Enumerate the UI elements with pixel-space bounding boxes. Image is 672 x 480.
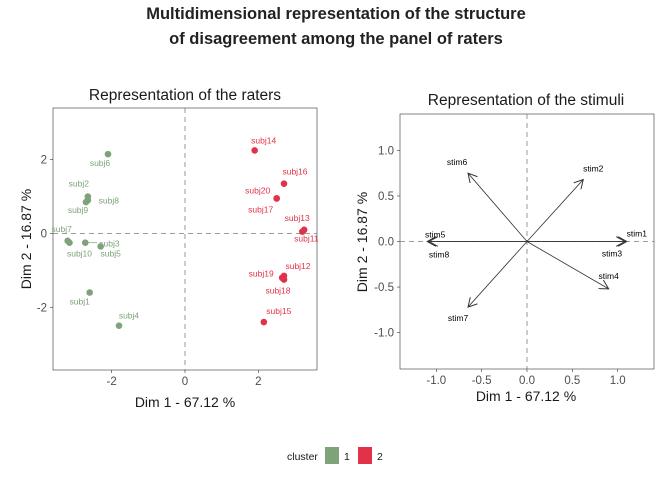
rater-label-subj6: subj6 [90, 158, 111, 168]
rater-label-subj14: subj14 [251, 135, 276, 145]
rater-point-subj13 [300, 226, 308, 234]
figure-title-line-2: of disagreement among the panel of rater… [169, 30, 503, 48]
rater-label-subj9: subj9 [68, 205, 89, 215]
raters-panel: Representation of the raters -2 0 2 -2 0 2 su… [18, 87, 319, 410]
stimuli-x-axis-title: Dim 1 - 67.12 % [476, 388, 576, 404]
stimulus-arrow-stim6 [468, 173, 528, 242]
rater-point-subj20 [273, 195, 280, 202]
stimuli-panel-title: Representation of the stimuli [428, 92, 624, 109]
raters-y-axis-title: Dim 2 - 16.87 % [18, 189, 34, 289]
rater-point-subj3 [81, 239, 89, 246]
raters-axes: -2 0 2 -2 0 2 [37, 108, 317, 388]
stimulus-label-stim4: stim4 [598, 271, 619, 281]
raters-points: subj1 subj2 subj3 subj4 subj5 subj6 subj7 subj8… [52, 135, 319, 330]
rater-label-subj19: subj19 [249, 269, 274, 279]
raters-x-tick-label: 0 [182, 376, 188, 388]
stimulus-label-stim6: stim6 [447, 157, 468, 167]
stimuli-y-axis-title: Dim 2 - 16.87 % [354, 192, 370, 292]
stimuli-y-tick-label: 1.0 [378, 145, 394, 157]
rater-point-subj16 [280, 180, 288, 187]
rater-point-subj10 [66, 239, 73, 246]
raters-x-tick-label: 2 [255, 376, 261, 388]
rater-label-subj16: subj16 [282, 167, 307, 177]
stimulus-arrow-stim7 [468, 241, 528, 308]
stimulus-label-stim7: stim7 [448, 313, 469, 323]
rater-label-subj17: subj17 [248, 204, 273, 214]
legend-swatch-1 [325, 447, 339, 464]
figure-title-line-1: Multidimensional representation of the s… [146, 5, 526, 23]
legend: cluster 1 2 [287, 447, 383, 464]
rater-label-subj18: subj18 [265, 286, 290, 296]
raters-y-tick-label: -2 [37, 302, 47, 314]
stimuli-y-tick-label: 0.0 [378, 237, 394, 249]
rater-point-subj5 [97, 243, 104, 250]
stimulus-label-stim5: stim5 [425, 230, 446, 240]
rater-label-subj10: subj10 [67, 249, 92, 259]
raters-x-tick-label: -2 [107, 376, 117, 388]
figure-title: Multidimensional representation of the s… [0, 2, 672, 52]
rater-label-subj11: subj11 [294, 234, 319, 244]
rater-label-subj3: subj3 [99, 239, 120, 249]
rater-label-subj1: subj1 [70, 297, 91, 307]
rater-point-subj6 [104, 150, 112, 158]
stimuli-y-tick-label: -0.5 [374, 282, 394, 294]
stimuli-panel: Representation of the stimuli -1.0 -0.5 0.… [354, 92, 655, 404]
rater-point-subj19 [278, 274, 286, 282]
rater-label-subj20: subj20 [245, 185, 270, 195]
rater-point-subj4 [115, 322, 123, 330]
rater-label-subj4: subj4 [119, 311, 140, 321]
rater-point-subj14 [251, 147, 258, 154]
legend-label-1: 1 [344, 451, 350, 463]
stimuli-y-tick-label: -1.0 [374, 328, 394, 340]
legend-title: cluster [287, 451, 318, 463]
rater-label-subj8: subj8 [99, 195, 120, 205]
raters-y-tick-label: 2 [41, 155, 47, 167]
stimulus-label-stim8: stim8 [429, 250, 450, 260]
stimulus-label-stim2: stim2 [583, 164, 604, 174]
stimuli-arrows: stim1 stim2 stim3 stim4 stim5 stim6 stim7 stim8 [425, 157, 647, 323]
stimulus-label-stim1: stim1 [627, 229, 648, 239]
rater-point-subj15 [260, 318, 268, 326]
stimuli-x-tick-label: 0.5 [564, 375, 580, 387]
stimulus-label-stim3: stim3 [602, 249, 623, 259]
rater-label-subj7: subj7 [52, 224, 73, 234]
rater-label-subj13: subj13 [285, 213, 310, 223]
stimulus-arrow-stim2 [526, 180, 583, 242]
stimuli-x-tick-label: -0.5 [472, 375, 492, 387]
raters-y-tick-label: 0 [41, 228, 47, 240]
rater-label-subj5: subj5 [101, 248, 122, 258]
stimuli-x-tick-label: 0.0 [519, 375, 535, 387]
stimuli-x-tick-label: 1.0 [610, 375, 626, 387]
rater-label-subj12: subj12 [285, 261, 310, 271]
rater-point-subj9 [82, 198, 90, 206]
rater-label-subj2: subj2 [69, 179, 90, 189]
raters-x-axis-title: Dim 1 - 67.12 % [135, 394, 235, 410]
stimuli-x-tick-label: -1.0 [426, 375, 446, 387]
stimuli-y-tick-label: 0.5 [378, 191, 394, 203]
raters-panel-title: Representation of the raters [89, 87, 281, 104]
legend-swatch-2 [358, 447, 372, 464]
rater-label-subj15: subj15 [266, 306, 291, 316]
legend-label-2: 2 [377, 451, 383, 463]
stimulus-arrow-stim4 [526, 241, 609, 289]
rater-point-subj1 [86, 289, 93, 296]
